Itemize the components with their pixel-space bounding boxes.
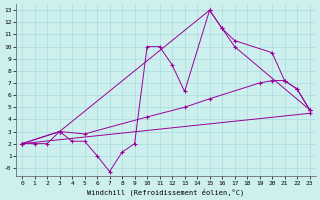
X-axis label: Windchill (Refroidissement éolien,°C): Windchill (Refroidissement éolien,°C) <box>87 188 244 196</box>
